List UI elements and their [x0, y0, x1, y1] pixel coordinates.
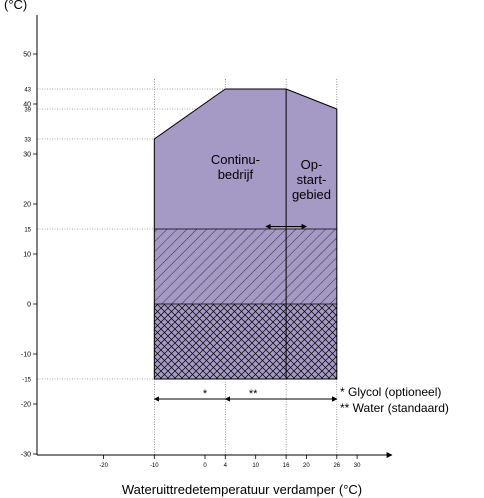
tick-labels: -30 -20 -10 0 10 20 30 40 50 -15 15 33 39 43 -20 -10 0 10…	[21, 52, 361, 470]
y-tick-label: 50	[23, 52, 31, 59]
range-arrow-label-2: **	[249, 388, 258, 400]
x-axis-title: Wateruittredetemperatuur verdamper (°C)	[122, 482, 362, 497]
region-label-line: start-	[297, 172, 327, 187]
y-tick-label: -30	[21, 452, 31, 459]
x-tick-label: 10	[252, 463, 259, 469]
y-ref-tick-label: -15	[22, 378, 31, 384]
y-tick-label: 10	[23, 252, 31, 259]
y-tick-label: 40	[23, 102, 31, 109]
x-tick-label: 30	[354, 463, 361, 469]
x-ref-tick-label: 16	[283, 463, 290, 469]
axes	[36, 15, 393, 458]
region-label-line: Op-	[301, 157, 323, 172]
y-axis-unit: (°C)	[4, 0, 27, 12]
y-tick-label: 30	[23, 152, 31, 159]
y-ref-tick-label: 15	[24, 228, 31, 234]
x-ref-tick-label: 26	[333, 463, 340, 469]
legend-entry-glycol: * Glycol (optioneel)	[340, 385, 441, 399]
region-label-line: gebied	[292, 187, 331, 202]
legend-entry-water: ** Water (standaard)	[340, 401, 449, 415]
y-ref-tick-label: 33	[24, 138, 31, 144]
hatch-region-diagonal	[154, 229, 337, 304]
region-label-2: Op-start-gebied	[292, 157, 331, 202]
x-tick-label: 0	[203, 463, 207, 469]
region-label-1: Continu-bedrijf	[211, 152, 260, 182]
y-ref-tick-label: 39	[24, 108, 31, 114]
y-tick-label: 0	[27, 302, 31, 309]
region-label-line: bedrijf	[218, 167, 254, 182]
y-ref-tick-label: 43	[24, 88, 31, 94]
y-tick-label: 20	[23, 202, 31, 209]
y-tick-label: -20	[21, 402, 31, 409]
envelope-area	[153, 88, 338, 380]
x-tick-label: 20	[303, 463, 310, 469]
range-arrow-label-1: *	[203, 388, 208, 400]
hatch-region-crosshatch	[154, 304, 337, 379]
x-tick-label: -10	[150, 463, 159, 469]
y-tick-label: -10	[21, 352, 31, 359]
x-ref-tick-label: 4	[224, 463, 228, 469]
x-tick-label: -20	[99, 463, 108, 469]
region-label-line: Continu-	[211, 152, 260, 167]
